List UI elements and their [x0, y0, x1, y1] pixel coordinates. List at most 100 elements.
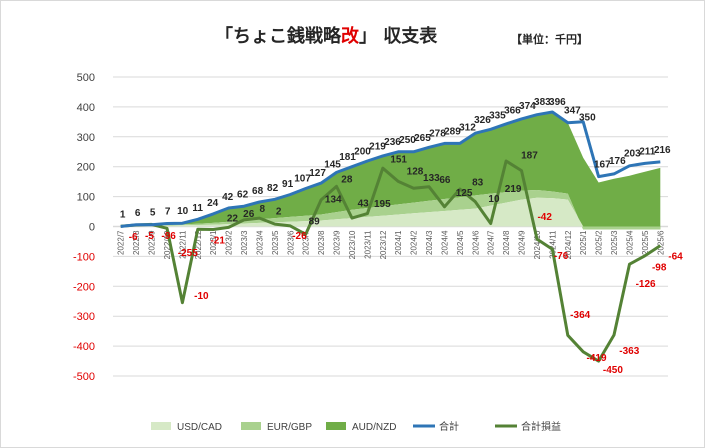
- total-data-label: 383: [534, 97, 551, 108]
- x-tick-label: 2025/3: [610, 230, 619, 255]
- profit-loss-data-label: -21: [210, 235, 225, 246]
- x-tick-label: 2023/9: [333, 230, 342, 255]
- profit-loss-data-label: -26: [292, 231, 307, 242]
- chart-title-prefix: 「ちょこ銭戦略: [215, 25, 342, 47]
- total-data-label: 200: [354, 147, 371, 158]
- total-data-label: 10: [177, 206, 189, 217]
- total-data-label: 42: [222, 192, 234, 203]
- profit-loss-data-label: 151: [390, 155, 407, 166]
- y-tick-label: -200: [73, 281, 95, 293]
- x-tick-label: 2023/2: [225, 230, 234, 255]
- total-data-label: 203: [624, 149, 641, 160]
- x-axis: 2022/7 2022/8 2022/9 2022/10 2022/11 2022/12 2…: [117, 230, 666, 259]
- total-data-label: 167: [594, 159, 611, 170]
- x-tick-label: 2024/3: [425, 230, 434, 255]
- chart-title: 「ちょこ銭戦略改」 収支表: [215, 25, 438, 47]
- total-data-label: 326: [474, 115, 491, 126]
- profit-loss-data-label: 128: [407, 167, 424, 178]
- x-tick-label: 2022/10: [163, 230, 172, 259]
- profit-loss-data-label: 22: [227, 214, 239, 225]
- x-tick-label: 2024/10: [533, 230, 542, 259]
- total-data-label: 127: [309, 168, 326, 179]
- legend-label: AUD/NZD: [352, 422, 396, 433]
- y-tick-label: -100: [73, 251, 95, 263]
- x-tick-label: 2023/7: [302, 230, 311, 255]
- x-tick-label: 2024/11: [548, 230, 557, 259]
- x-tick-label: 2024/8: [502, 230, 511, 255]
- profit-loss-data-label: 8: [260, 204, 266, 215]
- x-tick-label: 2024/9: [518, 230, 527, 255]
- total-data-label: 396: [549, 97, 566, 108]
- y-tick-label: 500: [77, 72, 95, 84]
- total-data-label: 219: [369, 141, 386, 152]
- x-tick-label: 2023/1: [209, 230, 218, 255]
- y-tick-label: 400: [77, 102, 95, 114]
- y-axis: 500 400 300 200 100 0 -100 -200 -300 -400 -500: [73, 72, 95, 383]
- unit-note: 【単位：千円】: [511, 32, 588, 46]
- x-tick-label: 2022/7: [117, 230, 126, 255]
- x-tick-label: 2023/12: [379, 230, 388, 259]
- legend-swatch: [151, 422, 171, 430]
- profit-loss-data-label: -363: [619, 346, 639, 357]
- profit-loss-data-label: 219: [505, 184, 522, 195]
- x-tick-label: 2023/4: [255, 230, 264, 255]
- y-tick-label: 100: [77, 192, 95, 204]
- total-data-label: 1: [120, 210, 126, 221]
- x-tick-label: 2023/5: [271, 230, 280, 255]
- y-tick-label: 0: [89, 222, 95, 234]
- total-data-label: 82: [267, 183, 279, 194]
- profit-loss-data-label: -10: [194, 291, 209, 302]
- profit-loss-data-label: -98: [652, 262, 667, 273]
- total-data-label: 250: [399, 135, 416, 146]
- profit-loss-data-label: -419: [587, 353, 607, 364]
- total-data-label: 216: [654, 145, 671, 156]
- line-total: [120, 110, 661, 228]
- x-tick-label: 2022/8: [132, 230, 141, 255]
- legend-swatch: [241, 422, 261, 430]
- chart-title-accent: 改: [341, 25, 360, 47]
- profit-loss-data-label: -126: [636, 279, 656, 290]
- x-tick-label: 2024/2: [410, 230, 419, 255]
- x-tick-label: 2024/12: [564, 230, 573, 259]
- y-tick-label: -400: [73, 341, 95, 353]
- total-data-label: 107: [294, 174, 311, 185]
- x-tick-label: 2022/11: [178, 230, 187, 259]
- total-data-label: 7: [165, 207, 171, 218]
- profit-loss-data-label: -5: [145, 231, 154, 242]
- profit-loss-data-label: -6: [129, 232, 138, 243]
- x-tick-label: 2025/4: [625, 230, 634, 255]
- total-data-label: 91: [282, 179, 294, 190]
- profit-loss-data-label: 125: [456, 188, 473, 199]
- area-usd-cad: [120, 197, 661, 227]
- total-data-label: 312: [459, 123, 476, 134]
- total-data-label: 347: [564, 106, 581, 117]
- profit-loss-data-label: 43: [358, 198, 370, 209]
- legend-label: 合計: [439, 420, 459, 433]
- profit-loss-data-label: 89: [309, 216, 321, 227]
- x-tick-label: 2025/2: [595, 230, 604, 255]
- x-tick-label: 2025/6: [656, 230, 665, 255]
- profit-loss-data-label: -64: [668, 252, 683, 263]
- total-data-label: 181: [339, 152, 356, 163]
- total-data-label: 68: [252, 186, 264, 197]
- profit-loss-data-label: -450: [603, 365, 623, 376]
- profit-loss-data-label: -364: [570, 310, 590, 321]
- profit-loss-data-label: -255: [178, 248, 198, 259]
- total-data-label: 265: [414, 133, 431, 144]
- y-tick-label: 200: [77, 162, 95, 174]
- legend-label: EUR/GBP: [267, 422, 312, 433]
- total-data-label: 374: [519, 101, 536, 112]
- profit-loss-data-label: 83: [472, 178, 484, 189]
- x-tick-label: 2024/5: [456, 230, 465, 255]
- x-tick-label: 2024/6: [471, 230, 480, 255]
- profit-loss-data-label: 28: [341, 174, 353, 185]
- total-data-label: 335: [489, 111, 506, 122]
- x-tick-label: 2024/4: [440, 230, 449, 255]
- profit-loss-data-label: -76: [554, 251, 569, 262]
- profit-loss-data-label: 195: [374, 199, 391, 210]
- total-data-label: 6: [135, 208, 141, 219]
- x-tick-label: 2025/5: [641, 230, 650, 255]
- x-tick-label: 2025/1: [579, 230, 588, 255]
